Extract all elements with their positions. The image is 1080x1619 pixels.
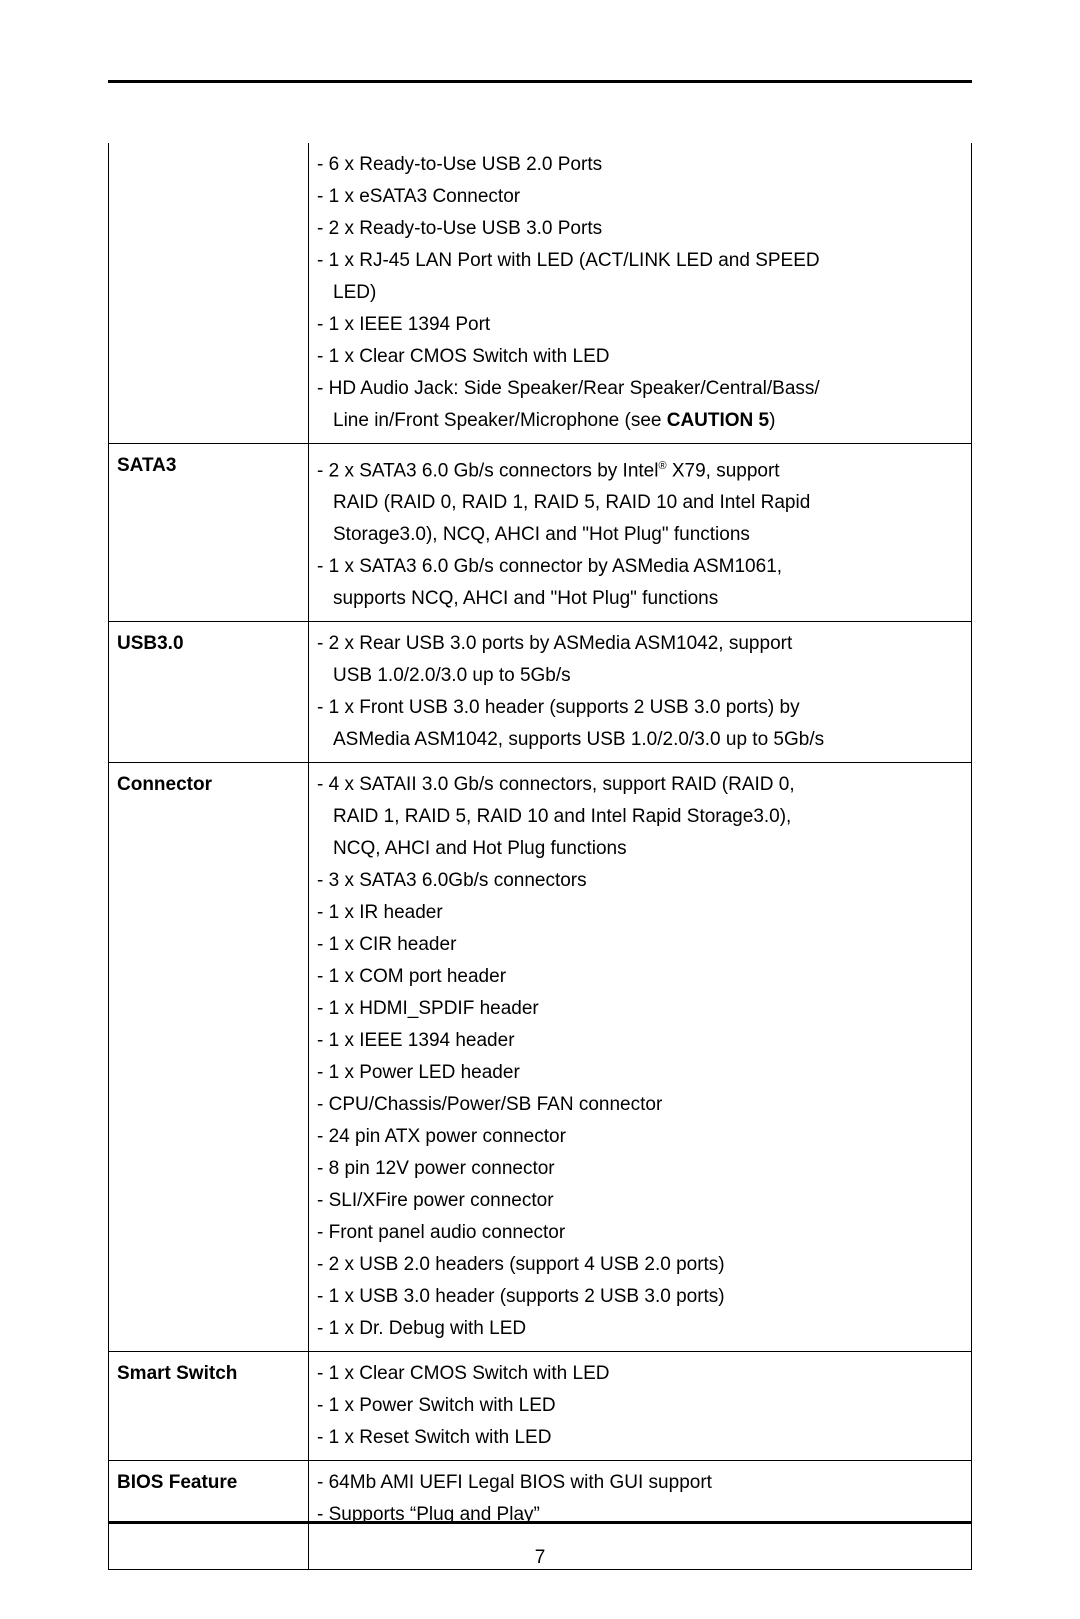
spec-line: Storage3.0), NCQ, AHCI and "Hot Plug" fu… bbox=[317, 519, 963, 551]
spec-line: - 1 x IR header bbox=[317, 897, 963, 929]
page-number: 7 bbox=[0, 1547, 1080, 1569]
row-value: - 6 x Ready-to-Use USB 2.0 Ports- 1 x eS… bbox=[309, 143, 972, 444]
spec-line: LED) bbox=[317, 277, 963, 309]
spec-line: - 1 x RJ-45 LAN Port with LED (ACT/LINK … bbox=[317, 245, 963, 277]
table-row: - 6 x Ready-to-Use USB 2.0 Ports- 1 x eS… bbox=[109, 143, 972, 444]
top-rule bbox=[108, 80, 972, 83]
row-value: - 1 x Clear CMOS Switch with LED- 1 x Po… bbox=[309, 1352, 972, 1461]
spec-line: - 1 x Power Switch with LED bbox=[317, 1390, 963, 1422]
spec-line: - 2 x Rear USB 3.0 ports by ASMedia ASM1… bbox=[317, 628, 963, 660]
spec-line: - 6 x Ready-to-Use USB 2.0 Ports bbox=[317, 149, 963, 181]
bottom-rule bbox=[108, 1521, 972, 1524]
spec-line: - 1 x Clear CMOS Switch with LED bbox=[317, 1358, 963, 1390]
row-label bbox=[109, 143, 309, 444]
row-label: USB3.0 bbox=[109, 622, 309, 763]
spec-line: - 1 x COM port header bbox=[317, 961, 963, 993]
spec-line: - 1 x Front USB 3.0 header (supports 2 U… bbox=[317, 692, 963, 724]
spec-line: - Supports “Plug and Play” bbox=[317, 1499, 963, 1531]
row-label: Smart Switch bbox=[109, 1352, 309, 1461]
spec-line: - 8 pin 12V power connector bbox=[317, 1153, 963, 1185]
spec-line: - SLI/XFire power connector bbox=[317, 1185, 963, 1217]
spec-line: - 1 x Clear CMOS Switch with LED bbox=[317, 341, 963, 373]
page: - 6 x Ready-to-Use USB 2.0 Ports- 1 x eS… bbox=[0, 0, 1080, 1619]
bottom-rule-wrap bbox=[108, 1521, 972, 1524]
spec-line: ASMedia ASM1042, supports USB 1.0/2.0/3.… bbox=[317, 724, 963, 756]
table-row: USB3.0- 2 x Rear USB 3.0 ports by ASMedi… bbox=[109, 622, 972, 763]
table-row: Connector- 4 x SATAII 3.0 Gb/s connector… bbox=[109, 763, 972, 1352]
row-value: - 2 x SATA3 6.0 Gb/s connectors by Intel… bbox=[309, 444, 972, 622]
spec-table-body: - 6 x Ready-to-Use USB 2.0 Ports- 1 x eS… bbox=[109, 143, 972, 1570]
spec-line: RAID (RAID 0, RAID 1, RAID 5, RAID 10 an… bbox=[317, 487, 963, 519]
spec-line: NCQ, AHCI and Hot Plug functions bbox=[317, 833, 963, 865]
spec-line: Line in/Front Speaker/Microphone (see CA… bbox=[317, 405, 963, 437]
table-row: SATA3- 2 x SATA3 6.0 Gb/s connectors by … bbox=[109, 444, 972, 622]
spec-line: - 4 x SATAII 3.0 Gb/s connectors, suppor… bbox=[317, 769, 963, 801]
spec-line: - 24 pin ATX power connector bbox=[317, 1121, 963, 1153]
spec-line: - Front panel audio connector bbox=[317, 1217, 963, 1249]
spec-line: - 64Mb AMI UEFI Legal BIOS with GUI supp… bbox=[317, 1467, 963, 1499]
spec-line: USB 1.0/2.0/3.0 up to 5Gb/s bbox=[317, 660, 963, 692]
spec-line: - 3 x SATA3 6.0Gb/s connectors bbox=[317, 865, 963, 897]
row-label: Connector bbox=[109, 763, 309, 1352]
spec-line: - 1 x Reset Switch with LED bbox=[317, 1422, 963, 1454]
spec-line: RAID 1, RAID 5, RAID 10 and Intel Rapid … bbox=[317, 801, 963, 833]
spec-table: - 6 x Ready-to-Use USB 2.0 Ports- 1 x eS… bbox=[108, 143, 972, 1570]
spec-line: - 1 x Power LED header bbox=[317, 1057, 963, 1089]
spec-line: - 1 x IEEE 1394 Port bbox=[317, 309, 963, 341]
spec-line: - 1 x CIR header bbox=[317, 929, 963, 961]
spec-line: - HD Audio Jack: Side Speaker/Rear Speak… bbox=[317, 373, 963, 405]
table-row: Smart Switch- 1 x Clear CMOS Switch with… bbox=[109, 1352, 972, 1461]
spec-line: - 2 x SATA3 6.0 Gb/s connectors by Intel… bbox=[317, 450, 963, 487]
spec-line: - 1 x SATA3 6.0 Gb/s connector by ASMedi… bbox=[317, 551, 963, 583]
row-value: - 4 x SATAII 3.0 Gb/s connectors, suppor… bbox=[309, 763, 972, 1352]
spec-line: - 1 x IEEE 1394 header bbox=[317, 1025, 963, 1057]
spec-line: - 1 x Dr. Debug with LED bbox=[317, 1313, 963, 1345]
row-label: SATA3 bbox=[109, 444, 309, 622]
spec-line: - 2 x Ready-to-Use USB 3.0 Ports bbox=[317, 213, 963, 245]
spec-line: - 1 x USB 3.0 header (supports 2 USB 3.0… bbox=[317, 1281, 963, 1313]
spec-line: - 2 x USB 2.0 headers (support 4 USB 2.0… bbox=[317, 1249, 963, 1281]
spec-line: - 1 x HDMI_SPDIF header bbox=[317, 993, 963, 1025]
row-value: - 2 x Rear USB 3.0 ports by ASMedia ASM1… bbox=[309, 622, 972, 763]
spec-line: - CPU/Chassis/Power/SB FAN connector bbox=[317, 1089, 963, 1121]
spec-line: supports NCQ, AHCI and "Hot Plug" functi… bbox=[317, 583, 963, 615]
spec-line: - 1 x eSATA3 Connector bbox=[317, 181, 963, 213]
